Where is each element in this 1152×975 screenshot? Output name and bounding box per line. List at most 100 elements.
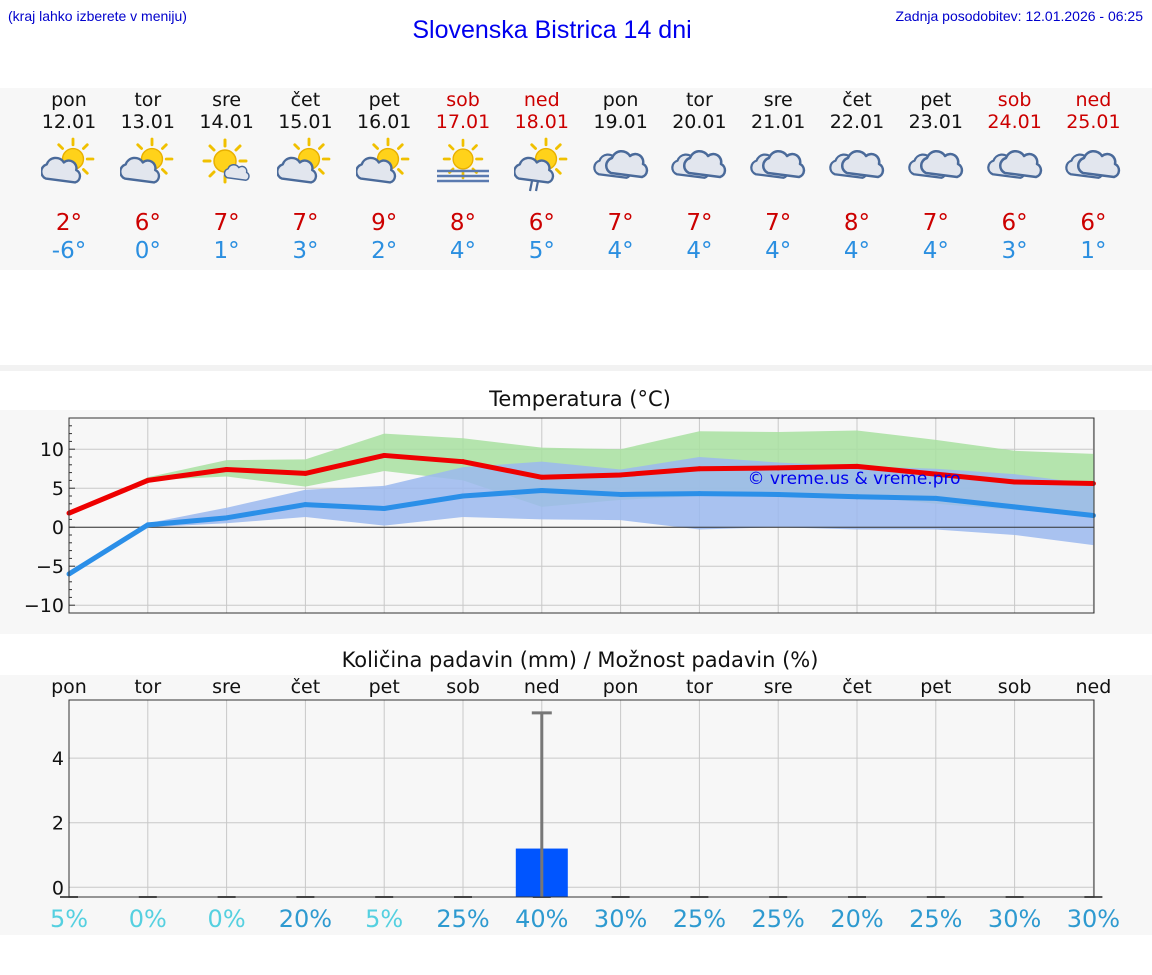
day-name: tor (685, 89, 713, 111)
day-label: sob (998, 676, 1032, 698)
temp-min: 4° (843, 238, 871, 264)
max-point (460, 459, 466, 465)
day-date: 20.01 (672, 111, 727, 133)
y-tick-label: 5 (52, 478, 64, 500)
day-date: 12.01 (41, 111, 97, 133)
temp-max: 6° (1001, 210, 1028, 236)
temp-min: 1° (213, 238, 240, 264)
day-column: tor 13.01 6° 0° (108, 89, 188, 265)
cloudy-icon (671, 137, 727, 193)
day-label: ned (1076, 676, 1112, 698)
temp-max: 2° (55, 210, 83, 236)
max-point (381, 452, 387, 458)
day-label: sob (446, 676, 480, 698)
temp-min: -6° (51, 238, 87, 264)
day-date: 22.01 (829, 111, 885, 133)
day-name: sre (212, 89, 242, 111)
day-date: 17.01 (435, 111, 491, 133)
temp-max: 7° (292, 210, 319, 236)
day-name: sob (997, 89, 1032, 111)
temp-max: 6° (1080, 210, 1107, 236)
temperature-chart: −10 −5 0 5 10 © vreme.us & vreme.pro (24, 417, 1096, 617)
temp-min: 1° (1080, 238, 1107, 264)
day-date: 25.01 (1066, 111, 1121, 133)
max-point (1090, 481, 1096, 487)
precipitation-probability: 20% (279, 905, 332, 933)
day-column: ned 25.01 6° 1° (1053, 89, 1133, 265)
day-label: čet (291, 676, 321, 698)
day-date: 23.01 (908, 111, 963, 133)
temp-min: 3° (292, 238, 319, 264)
temp-max: 6° (134, 210, 161, 236)
y-tick-label: 0 (52, 517, 64, 539)
partly-cloudy-rain-icon (512, 137, 570, 193)
divider (0, 365, 1152, 371)
y-tick-label: 2 (52, 813, 64, 835)
day-date: 14.01 (199, 111, 254, 133)
y-tick-label: 10 (40, 439, 64, 461)
temp-max: 7° (686, 210, 713, 236)
min-point (1090, 513, 1096, 518)
temp-max: 8° (843, 210, 871, 236)
day-name: sre (763, 89, 793, 111)
day-name: tor (134, 89, 162, 111)
min-point (775, 491, 781, 497)
temp-min: 4° (922, 238, 949, 264)
temp-min: 4° (686, 238, 713, 264)
max-point (696, 466, 702, 472)
day-date: 16.01 (356, 111, 412, 133)
cloudy-icon (592, 137, 649, 193)
cloudy-icon (986, 137, 1043, 193)
day-name: ned (1075, 89, 1112, 111)
partly-cloudy-icon (40, 137, 97, 193)
day-label: pon (603, 676, 639, 698)
sun-fog-icon (435, 137, 491, 193)
day-label: sre (764, 676, 793, 698)
day-name: pet (368, 89, 400, 111)
partly-cloudy-icon (276, 137, 333, 193)
y-tick-label: −5 (36, 556, 64, 578)
max-point (302, 470, 308, 476)
temp-min: 4° (449, 238, 477, 264)
day-column: pon 12.01 2° -6° (29, 89, 109, 265)
y-tick-label: 0 (52, 877, 64, 899)
max-point (224, 466, 230, 472)
min-range-band (69, 457, 1094, 574)
max-point (1012, 479, 1018, 485)
plot-area (68, 699, 1095, 898)
temp-max: 7° (922, 210, 949, 236)
day-column: tor 20.01 7° 4° (659, 89, 739, 265)
min-point (854, 494, 860, 500)
day-label: tor (686, 676, 713, 698)
max-point (775, 465, 781, 471)
day-date: 19.01 (593, 111, 648, 133)
temp-max: 7° (607, 210, 634, 236)
max-point (933, 471, 939, 477)
precipitation-probability: 40% (515, 905, 568, 933)
cloudy-icon (1065, 137, 1121, 193)
day-column: čet 15.01 7° 3° (265, 89, 345, 265)
day-column: sre 14.01 7° 1° (187, 89, 267, 265)
partly-cloudy-icon (355, 137, 412, 193)
temp-max: 9° (371, 210, 398, 236)
day-name: čet (842, 89, 872, 111)
min-point (145, 522, 151, 528)
cloudy-icon (829, 137, 885, 193)
day-name: pon (51, 89, 87, 111)
y-tick-label: −10 (24, 595, 64, 617)
day-column: čet 22.01 8° 4° (817, 89, 897, 265)
precipitation-probability: 25% (673, 905, 726, 933)
min-point (302, 502, 308, 508)
cloudy-icon (907, 137, 964, 193)
max-point (145, 477, 151, 483)
temp-min: 0° (134, 238, 161, 264)
precipitation-probability: 20% (830, 905, 883, 933)
day-column: pon 19.01 7° 4° (581, 89, 661, 265)
precipitation-probability: 0% (129, 905, 167, 933)
day-date: 21.01 (750, 111, 806, 133)
day-name: ned (523, 89, 560, 111)
day-label: tor (134, 676, 161, 698)
day-column: pet 23.01 7° 4° (896, 89, 976, 265)
day-label: ned (524, 676, 560, 698)
precipitation-probability: 30% (988, 905, 1041, 933)
